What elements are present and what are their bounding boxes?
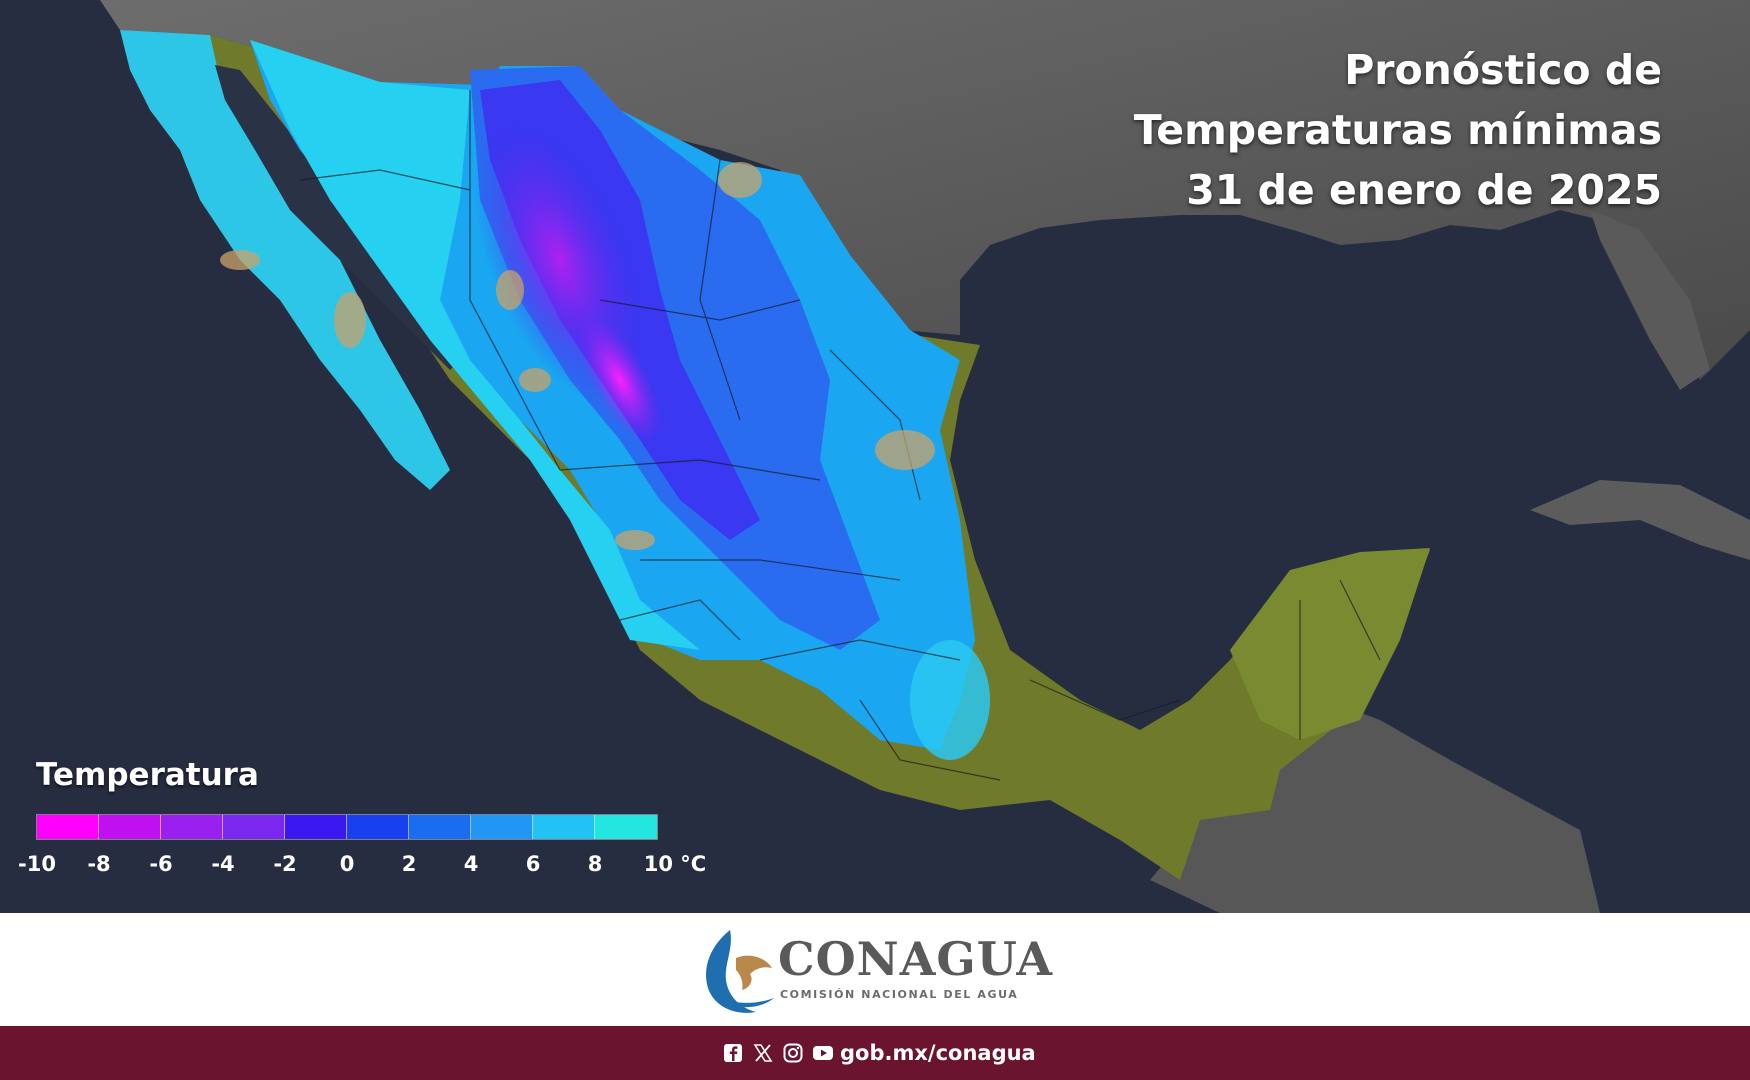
state-borders (299, 90, 1381, 781)
scale-tick-label: 4 (463, 852, 479, 876)
magenta-zone (578, 316, 662, 444)
scale-tick-label: -2 (273, 852, 297, 876)
scale-tick-label: 2 (401, 852, 417, 876)
social-icons (722, 1039, 834, 1067)
scale-tick-label: -4 (211, 852, 235, 876)
map-title: Pronóstico de Temperaturas mínimas 31 de… (1134, 40, 1662, 220)
website-link[interactable]: gob.mx/conagua (840, 1041, 1036, 1065)
logo-wave-icon (706, 930, 756, 1013)
facebook-icon[interactable] (722, 1042, 744, 1064)
scale-swatch-8 (533, 815, 595, 839)
temperature-map (0, 0, 1750, 913)
instagram-icon[interactable] (782, 1042, 804, 1064)
scale-swatch-3 (223, 815, 285, 839)
brand-name: CONAGUA (778, 932, 1054, 986)
footer (0, 913, 1750, 1026)
scale-ticks: -10 -8 -6 -4 -2 0 2 4 6 8 10 °C (0, 852, 760, 882)
brand-subtitle: COMISIÓN NACIONAL DEL AGUA (780, 988, 1019, 1001)
scale-tick-label: 6 (525, 852, 541, 876)
scale-swatch-2 (161, 815, 223, 839)
color-scale (36, 814, 658, 840)
scale-swatch-6 (409, 815, 471, 839)
conagua-logo (706, 930, 774, 1013)
scale-swatch-4 (285, 815, 347, 839)
social-bar (0, 1026, 1750, 1080)
scale-swatch-1 (99, 815, 161, 839)
scale-tick-label: -10 (18, 852, 56, 876)
scale-tick-label: -6 (149, 852, 173, 876)
yucatan-peninsula (1230, 548, 1430, 740)
title-line-2: Temperaturas mínimas (1133, 106, 1662, 154)
scale-tick-label: -8 (87, 852, 111, 876)
florida-land (1590, 210, 1710, 390)
scale-swatch-0 (37, 815, 99, 839)
map-graphic (100, 0, 1750, 913)
usa-land (100, 0, 1750, 380)
scale-swatch-5 (347, 815, 409, 839)
terrain-patches (220, 162, 935, 550)
scale-tick-label: 8 (587, 852, 603, 876)
scale-swatch-9 (595, 815, 657, 839)
x-icon[interactable] (752, 1042, 774, 1064)
scale-tick-label: 10 °C (643, 852, 707, 876)
logo-eagle-icon (736, 955, 772, 990)
cyan-fringe (250, 40, 700, 650)
southern-cold-patch (910, 640, 990, 760)
baja-california (120, 30, 450, 490)
title-line-1: Pronóstico de (1344, 46, 1662, 94)
legend-title: Temperatura (36, 757, 259, 793)
cuba-land (1530, 480, 1750, 560)
youtube-icon[interactable] (812, 1042, 834, 1064)
scale-tick-label: 0 (339, 852, 355, 876)
title-line-3: 31 de enero de 2025 (1186, 166, 1662, 214)
scale-swatch-7 (471, 815, 533, 839)
